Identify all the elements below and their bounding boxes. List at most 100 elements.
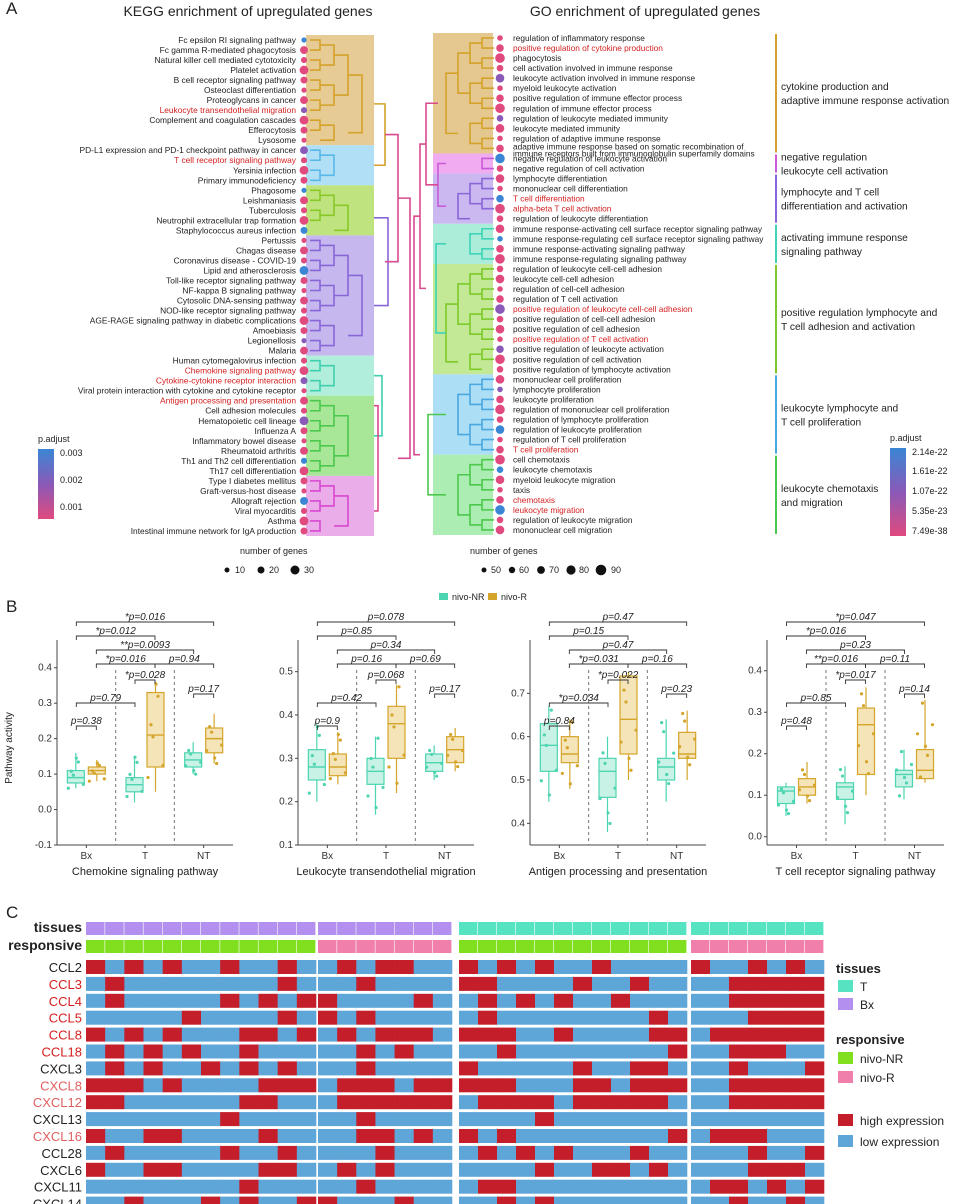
heatmap-cell-low [459,1112,479,1127]
heatmap-cell-low [105,1179,125,1194]
heatmap-cell-low [394,1145,415,1160]
heatmap-cell-high [356,1078,376,1093]
heatmap-cell-high [296,1027,317,1042]
heatmap-cell-high [573,1061,593,1076]
heatmap-cell-high [611,1095,631,1110]
significance-bracket [904,693,925,698]
heatmap-cell-high [375,1095,395,1110]
panel-c-legend: tissues T Bx responsive nivo-NR nivo-R h… [836,961,944,1149]
box-point [920,701,925,705]
heatmap-cell-low [611,1129,631,1143]
heatmap-cell-low [86,1044,106,1059]
box-point [568,782,572,786]
heatmap-cell-high [729,1061,749,1076]
responsive-annotation-cell [497,940,516,953]
heatmap-cell-low [668,1179,688,1194]
significance-bracket [316,725,338,730]
heatmap-cell-high [630,1145,650,1160]
heatmap-cell-low [201,976,221,991]
heatmap-cell-high [356,1112,376,1127]
heatmap-cell-low [432,1061,453,1076]
box-point [570,720,574,724]
go-dendrogram-branch [481,157,494,170]
heatmap-cell-high [516,1145,536,1160]
legend-nivo-nr: nivo-NR [452,592,485,602]
box-body [66,769,85,784]
box-point [843,804,848,808]
heatmap-cell-low [432,976,453,991]
tissue-annotation-cell [337,922,356,935]
tissue-annotation-cell [239,922,258,935]
heatmap-cell-low [432,1112,453,1127]
heatmap-cell-low [691,1162,711,1177]
box-point [390,713,394,717]
heatmap-cell-high [124,1196,144,1204]
go-term-label: immune response-activating signaling pat… [513,244,686,254]
gene-label: CCL18 [42,1045,82,1060]
responsive-annotation-cell [554,940,573,953]
heatmap-cell-high [767,1078,787,1093]
go-term-label: leukocyte cell-cell adhesion [513,274,614,284]
heatmap-cell-low [554,1010,574,1025]
heatmap-cell-low [86,1196,106,1204]
go-term-label: taxis [513,485,530,495]
heatmap-cell-high [86,1027,106,1042]
box-point [156,694,160,698]
legend-tissues-title: tissues [836,961,881,976]
significance-bracket [786,621,925,626]
kegg-term-label: Osteoclast differentiation [204,85,296,95]
heatmap-cell-high [239,1061,259,1076]
p-value-label: *p=0.022 [598,670,639,681]
box-point [686,755,690,759]
heatmap-cell-high [668,1027,688,1042]
significance-bracket [316,702,377,707]
heatmap-cell-high [239,1179,259,1194]
box-point [376,736,380,740]
gene-label: CCL8 [49,1028,82,1043]
y-tick-label: 0.2 [38,734,52,745]
heatmap-cell-high [356,1179,376,1194]
box-point [909,762,914,767]
box-point [539,779,543,783]
box-point [343,771,347,775]
heatmap-cell-low [432,1196,453,1204]
heatmap-cell-high [394,1095,415,1110]
box-body [146,691,165,768]
heatmap-cell-high [535,1112,555,1127]
tissue-annotation-cell [162,922,182,935]
box-point [845,811,850,815]
heatmap-cell-high [105,1145,125,1160]
heatmap-cell-low [432,1044,453,1059]
heatmap-cell-low [220,1027,240,1042]
go-term-dot [496,295,504,303]
box-point [812,783,817,787]
p-value-label: p=0.23 [660,684,692,695]
kegg-term-label: Type I diabetes mellitus [208,476,296,486]
heatmap-cell-low [143,1145,163,1160]
kegg-term-label: Pertussis [262,235,296,245]
heatmap-cell-low [516,960,536,974]
heatmap-cell-low [554,1095,574,1110]
heatmap-cell-low [691,993,711,1008]
go-term-label: cell chemotaxis [513,455,570,465]
heatmap-cell-low [337,976,357,991]
p-value-label: *p=0.034 [559,693,600,704]
box-point [387,765,391,769]
go-term-dot [496,366,504,373]
go-term-label: mononuclear cell migration [513,525,613,535]
go-term-dot [497,386,503,393]
go-term-label: adaptive immune response based on somati… [513,141,744,151]
kegg-size-dot [290,565,300,575]
heatmap-cell-low [592,1129,612,1143]
kegg-term-dot [301,287,307,294]
heatmap-cell-high [478,1179,498,1194]
go-term-label: regulation of inflammatory response [513,33,645,43]
box-point [667,781,671,786]
go-term-label: positive regulation of leukocyte cell-ce… [513,304,693,314]
heatmap-cell-low [162,1112,183,1127]
heatmap-cell-high [478,1078,498,1093]
x-group-label: T [142,851,148,862]
heatmap-cell-high [748,960,768,974]
go-term-label: lymphocyte proliferation [513,384,601,394]
heatmap-cell-low [573,1196,593,1204]
